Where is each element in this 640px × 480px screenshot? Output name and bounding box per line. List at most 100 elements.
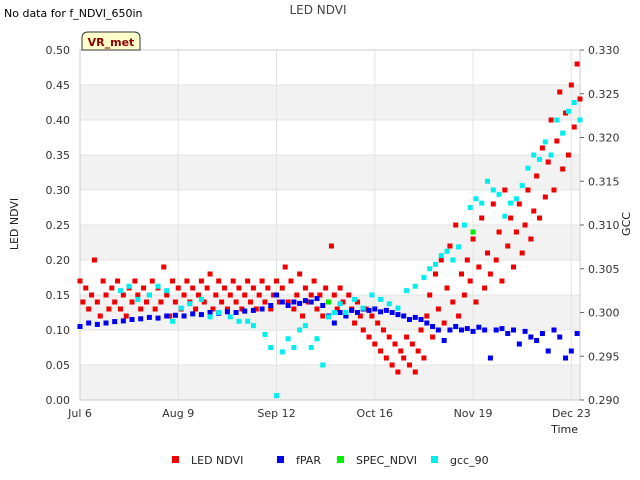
data-point	[149, 278, 155, 284]
data-point	[496, 191, 502, 197]
data-point	[444, 285, 450, 291]
data-point	[91, 257, 97, 263]
data-point	[328, 243, 334, 249]
background-band	[80, 155, 580, 190]
data-point	[216, 278, 222, 284]
data-point	[285, 336, 291, 342]
data-point	[427, 292, 433, 298]
data-point	[418, 327, 424, 333]
data-point	[285, 303, 291, 308]
data-point	[485, 178, 491, 184]
data-point	[490, 187, 496, 193]
data-point	[386, 334, 392, 340]
data-point	[372, 341, 378, 347]
data-point	[560, 130, 566, 136]
data-point	[392, 341, 398, 347]
y-right-tick-label: 0.305	[588, 263, 620, 276]
y-right-tick-label: 0.310	[588, 219, 620, 232]
data-point	[545, 348, 551, 354]
data-point	[343, 313, 349, 319]
data-point	[404, 334, 410, 340]
y-right-tick-label: 0.295	[588, 350, 620, 363]
data-point	[551, 187, 557, 193]
data-point	[531, 152, 537, 158]
data-point	[343, 310, 349, 315]
data-point	[97, 313, 103, 319]
data-point	[421, 275, 427, 280]
data-point	[239, 306, 245, 312]
data-point	[302, 323, 308, 329]
data-point	[126, 283, 132, 289]
data-point	[326, 314, 332, 320]
data-point	[334, 306, 340, 312]
data-point	[190, 285, 196, 291]
x-tick-label: Jul 6	[67, 407, 92, 420]
data-point	[320, 313, 326, 319]
data-point	[201, 299, 207, 305]
data-point	[534, 338, 540, 343]
data-point	[207, 314, 213, 320]
data-point	[268, 306, 274, 312]
data-point	[441, 338, 447, 343]
data-point	[167, 313, 173, 319]
y-right-tick-label: 0.320	[588, 132, 620, 145]
data-point	[369, 292, 375, 298]
y-right-tick-label: 0.300	[588, 307, 620, 320]
data-point	[389, 310, 395, 315]
data-point	[178, 305, 184, 311]
data-point	[574, 331, 580, 336]
data-point	[375, 320, 381, 326]
data-point	[424, 320, 430, 326]
data-point	[525, 187, 531, 193]
y-tick-label: 0.30	[46, 184, 71, 197]
data-point	[222, 285, 228, 291]
data-point	[354, 310, 360, 315]
data-point	[193, 306, 199, 312]
data-point	[430, 324, 436, 329]
data-point	[415, 348, 421, 354]
data-point	[291, 299, 297, 305]
data-point	[129, 317, 135, 322]
data-point	[331, 320, 337, 326]
data-point	[250, 285, 256, 291]
data-point	[346, 292, 352, 298]
data-point	[146, 314, 152, 320]
data-point	[326, 299, 332, 305]
data-point	[357, 313, 363, 319]
data-point	[432, 271, 438, 277]
data-point	[219, 299, 225, 305]
data-point	[369, 313, 375, 319]
y-tick-label: 0.15	[46, 289, 71, 302]
data-point	[441, 320, 447, 326]
data-point	[502, 187, 508, 193]
data-point	[438, 253, 444, 259]
data-point	[490, 201, 496, 207]
data-point	[314, 306, 320, 312]
data-point	[476, 264, 482, 270]
data-point	[424, 313, 430, 319]
data-points	[77, 61, 583, 399]
data-point	[314, 336, 320, 342]
data-point	[331, 310, 337, 315]
data-point	[337, 285, 343, 291]
data-point	[224, 306, 230, 312]
y-tick-label: 0.10	[46, 324, 71, 337]
data-point	[352, 320, 358, 326]
data-point	[554, 138, 560, 144]
data-point	[132, 278, 138, 284]
data-point	[470, 328, 476, 334]
x-tick-label: Oct 16	[357, 407, 394, 420]
data-point	[236, 318, 242, 324]
data-point	[308, 299, 314, 305]
data-point	[511, 327, 517, 333]
data-point	[112, 299, 118, 305]
data-point	[479, 215, 485, 221]
data-point	[571, 124, 577, 130]
data-point	[184, 278, 190, 284]
legend-item: LED NDVI	[172, 454, 243, 467]
data-point	[291, 306, 297, 312]
data-point	[485, 250, 491, 256]
data-point	[207, 271, 213, 277]
data-point	[499, 278, 505, 284]
